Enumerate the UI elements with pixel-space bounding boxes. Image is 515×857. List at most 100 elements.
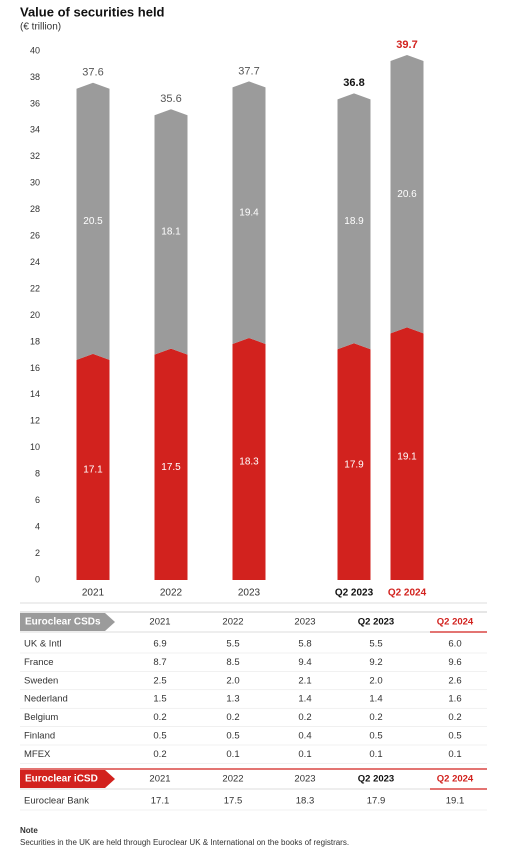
- y-tick-label: 10: [30, 442, 40, 452]
- cell: 2.6: [448, 675, 461, 686]
- bar-segment: [337, 343, 371, 580]
- y-tick-label: 14: [30, 389, 40, 399]
- y-tick-label: 22: [30, 283, 40, 293]
- cell: 0.1: [369, 749, 382, 760]
- cell: 19.1: [446, 796, 465, 807]
- cell: 0.1: [448, 749, 461, 760]
- bar-segment: [76, 82, 110, 360]
- row-label: Euroclear Bank: [24, 796, 89, 807]
- cell: 17.9: [367, 796, 386, 807]
- segment-label: 18.1: [161, 227, 181, 238]
- cell: 0.1: [226, 749, 239, 760]
- y-tick-label: 8: [35, 469, 40, 479]
- y-tick-label: 40: [30, 45, 40, 55]
- segment-label: 17.5: [161, 462, 181, 473]
- column-header: 2021: [149, 617, 170, 628]
- segment-label: 18.9: [344, 216, 364, 227]
- cell: 2.5: [153, 675, 166, 686]
- cell: 0.2: [153, 749, 166, 760]
- y-tick-label: 20: [30, 310, 40, 320]
- cell: 0.2: [448, 712, 461, 723]
- cell: 0.5: [153, 731, 166, 742]
- cell: 2.1: [298, 675, 311, 686]
- y-tick-label: 24: [30, 257, 40, 267]
- y-tick-label: 26: [30, 231, 40, 241]
- column-header: 2023: [294, 774, 315, 785]
- cell: 18.3: [296, 796, 315, 807]
- x-tick-label: 2022: [160, 588, 183, 599]
- y-tick-label: 2: [35, 548, 40, 558]
- y-tick-label: 12: [30, 416, 40, 426]
- cell: 8.5: [226, 657, 239, 668]
- column-header: 2023: [294, 617, 315, 628]
- cell: 5.8: [298, 639, 311, 650]
- row-label: Sweden: [24, 675, 58, 686]
- cell: 17.1: [151, 796, 170, 807]
- y-tick-label: 18: [30, 336, 40, 346]
- cell: 2.0: [369, 675, 382, 686]
- x-tick-label: Q2 2024: [388, 588, 427, 599]
- cell: 9.2: [369, 657, 382, 668]
- y-tick-label: 30: [30, 178, 40, 188]
- row-label: MFEX: [24, 749, 51, 760]
- column-header: 2022: [222, 774, 243, 785]
- column-header: 2022: [222, 617, 243, 628]
- bar-segment: [232, 337, 266, 580]
- total-label: 36.8: [343, 77, 364, 89]
- cell: 1.3: [226, 694, 239, 705]
- chart-subtitle: (€ trillion): [20, 22, 61, 33]
- total-label: 37.6: [82, 67, 103, 79]
- y-tick-label: 36: [30, 98, 40, 108]
- bar-segment: [390, 54, 424, 334]
- segment-label: 19.1: [397, 451, 417, 462]
- segment-label: 20.6: [397, 189, 417, 200]
- total-label: 37.7: [238, 65, 259, 77]
- cell: 0.5: [226, 731, 239, 742]
- bar-segment: [154, 348, 188, 580]
- section-tag: [20, 613, 115, 631]
- y-tick-label: 16: [30, 363, 40, 373]
- bar-segment: [390, 327, 424, 580]
- row-label: Finland: [24, 731, 55, 742]
- row-label: Belgium: [24, 712, 58, 723]
- y-tick-label: 4: [35, 521, 40, 531]
- cell: 1.4: [369, 694, 382, 705]
- column-header: 2021: [149, 774, 170, 785]
- segment-label: 19.4: [239, 207, 259, 218]
- cell: 2.0: [226, 675, 239, 686]
- total-label: 35.6: [160, 93, 181, 105]
- cell: 1.5: [153, 694, 166, 705]
- cell: 5.5: [369, 639, 382, 650]
- note-title: Note: [20, 826, 38, 835]
- cell: 0.5: [369, 731, 382, 742]
- cell: 0.2: [298, 712, 311, 723]
- cell: 17.5: [224, 796, 243, 807]
- cell: 0.2: [369, 712, 382, 723]
- y-tick-label: 34: [30, 125, 40, 135]
- section-tag: [20, 770, 115, 788]
- cell: 6.9: [153, 639, 166, 650]
- column-header: Q2 2023: [358, 617, 394, 628]
- column-header: Q2 2024: [437, 617, 474, 628]
- cell: 0.1: [298, 749, 311, 760]
- bar-segment: [337, 93, 371, 350]
- x-tick-label: 2023: [238, 588, 261, 599]
- cell: 0.2: [226, 712, 239, 723]
- note-text: Securities in the UK are held through Eu…: [20, 838, 349, 847]
- row-label: France: [24, 657, 54, 668]
- x-tick-label: Q2 2023: [335, 588, 374, 599]
- segment-label: 20.5: [83, 216, 103, 227]
- section-label: Euroclear iCSD: [25, 774, 98, 785]
- bar-segment: [76, 353, 110, 580]
- cell: 1.6: [448, 694, 461, 705]
- cell: 0.5: [448, 731, 461, 742]
- segment-label: 17.1: [83, 465, 103, 476]
- cell: 5.5: [226, 639, 239, 650]
- column-header: Q2 2024: [437, 774, 474, 785]
- cell: 1.4: [298, 694, 311, 705]
- y-tick-label: 38: [30, 72, 40, 82]
- y-tick-label: 0: [35, 574, 40, 584]
- segment-label: 17.9: [344, 459, 364, 470]
- cell: 0.2: [153, 712, 166, 723]
